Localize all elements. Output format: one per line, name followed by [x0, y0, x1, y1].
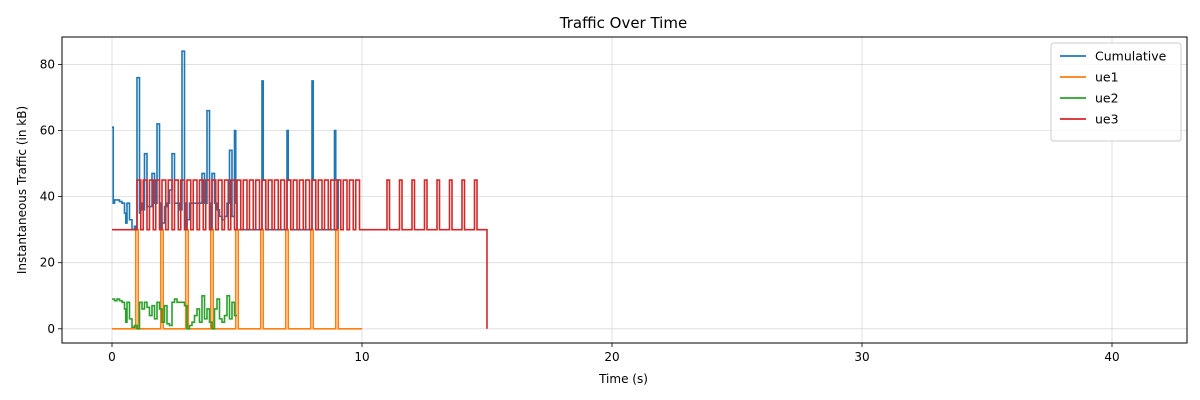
y-tick-label: 0 — [47, 322, 55, 336]
y-axis-label: Instantaneous Traffic (in kB) — [15, 106, 29, 274]
legend: Cumulative ue1 ue2 ue3 — [1050, 42, 1182, 142]
series-line-cumulative — [112, 50, 340, 231]
x-axis-label: Time (s) — [598, 372, 648, 386]
legend-entry-ue2: ue2 — [1095, 91, 1119, 106]
x-tick-label: 20 — [604, 350, 619, 364]
y-tick-label: 60 — [40, 124, 55, 138]
x-tick-label: 30 — [854, 350, 869, 364]
series-line-ue3 — [112, 179, 488, 329]
chart-title: Traffic Over Time — [559, 14, 687, 32]
series-line-ue2 — [112, 294, 237, 330]
x-tick-label: 0 — [108, 350, 116, 364]
series-layer — [112, 50, 488, 330]
x-tick-label: 40 — [1104, 350, 1119, 364]
legend-entry-cumulative: Cumulative — [1095, 49, 1167, 64]
y-tick-label: 40 — [40, 190, 55, 204]
x-tick-label: 10 — [354, 350, 369, 364]
legend-entry-ue1: ue1 — [1095, 70, 1119, 85]
y-tick-label: 80 — [40, 57, 55, 71]
ticks: 0 10 20 30 40 0 20 40 60 80 — [40, 57, 1120, 364]
y-tick-label: 20 — [40, 256, 55, 270]
legend-entry-ue3: ue3 — [1095, 112, 1119, 127]
plot-frame — [61, 36, 1188, 344]
legend-box — [1050, 42, 1182, 142]
